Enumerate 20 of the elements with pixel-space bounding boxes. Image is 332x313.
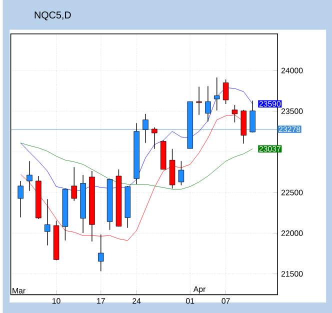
candlestick [124,186,131,228]
candlestick [187,101,193,149]
chart-title: NQC5,D [34,11,71,20]
candlestick [169,148,176,189]
candlestick [36,175,42,220]
candlestick [98,234,104,272]
candlestick [26,160,32,192]
candlestick [71,166,78,201]
candlestick [44,198,50,246]
candlestick [134,122,140,184]
candlestick [152,126,158,150]
candlestick [178,160,184,186]
candlestick [250,100,256,132]
candlestick [205,86,211,122]
candlestick [62,188,68,241]
candlestick [142,113,148,144]
candlestick [18,180,24,218]
candlestick [80,174,86,234]
candlestick [196,86,202,116]
candlestick [214,76,220,111]
